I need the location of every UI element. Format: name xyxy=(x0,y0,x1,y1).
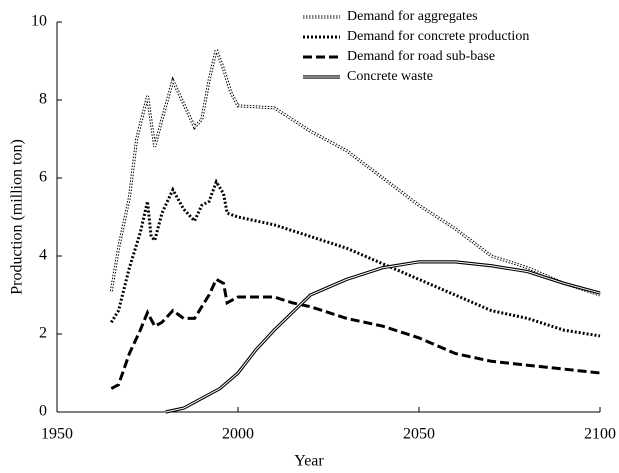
line xyxy=(109,44,601,297)
y-tick-label: 4 xyxy=(39,247,47,264)
line xyxy=(110,178,601,338)
y-axis-label: Production (million ton) xyxy=(9,139,26,295)
y-tick-label: 10 xyxy=(31,13,47,30)
y-tick-label: 6 xyxy=(39,169,47,186)
legend-label: Demand for aggregates xyxy=(347,9,478,24)
line xyxy=(110,277,601,390)
line xyxy=(165,260,601,414)
y-tick-label: 8 xyxy=(39,91,47,108)
y-tick-label: 0 xyxy=(39,403,47,420)
line-inner xyxy=(165,261,601,413)
x-tick-label: 1950 xyxy=(41,426,73,443)
x-tick-label: 2050 xyxy=(403,426,435,443)
x-axis-label: Year xyxy=(294,453,324,470)
line-inner xyxy=(110,47,601,296)
legend-label: Concrete waste xyxy=(347,69,433,84)
x-tick-label: 2100 xyxy=(584,426,616,443)
legend-label: Demand for road sub-base xyxy=(347,49,495,64)
x-tick-label: 2000 xyxy=(222,426,254,443)
legend-label: Demand for concrete production xyxy=(347,29,529,44)
y-tick-label: 2 xyxy=(39,325,47,342)
